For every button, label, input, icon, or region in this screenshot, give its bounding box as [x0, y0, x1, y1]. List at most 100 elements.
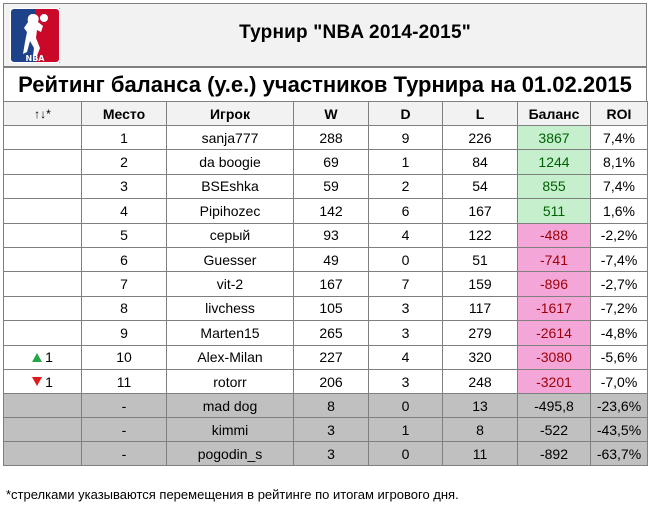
w-cell: 105 — [293, 295, 369, 322]
table-row-unranked: - kimmi 3 1 8 -522 -43,5% — [3, 417, 648, 443]
d-cell: 3 — [368, 295, 443, 322]
tournament-title: Турнир "NBA 2014-2015" — [239, 22, 471, 43]
balance-value: -1617 — [536, 300, 572, 317]
balance-cell: 1244 — [517, 149, 591, 175]
w-cell: 167 — [293, 271, 369, 297]
d-cell: 1 — [368, 149, 443, 175]
place-cell: 3 — [81, 173, 167, 200]
d-cell: 3 — [368, 368, 443, 395]
l-cell: 11 — [442, 441, 518, 467]
roi-cell: -2,2% — [590, 222, 648, 248]
col-d: D — [368, 101, 443, 126]
l-cell: 84 — [442, 149, 518, 175]
place-cell: 8 — [81, 295, 167, 322]
player-cell: Pipihozec — [166, 198, 294, 224]
roi-cell: -7,4% — [590, 246, 648, 273]
l-cell: 159 — [442, 271, 518, 297]
col-roi: ROI — [590, 101, 648, 126]
player-cell: BSEshka — [166, 173, 294, 200]
l-cell: 122 — [442, 222, 518, 248]
arrow-up-icon — [32, 352, 43, 362]
move-cell — [3, 198, 82, 224]
roi-cell: -63,7% — [590, 441, 648, 467]
balance-cell: -892 — [517, 441, 591, 467]
table-row: 3 BSEshka 59 2 54 855 7,4% — [3, 173, 648, 200]
footnote: *стрелками указываются перемещения в рей… — [6, 487, 459, 502]
roi-cell: -7,2% — [590, 295, 648, 322]
table-header-row: ↑↓* Место Игрок W D L Баланс ROI — [3, 101, 648, 126]
place-cell: 6 — [81, 246, 167, 273]
col-player: Игрок — [166, 101, 294, 126]
player-cell: sanja777 — [166, 124, 294, 151]
table-row: 9 Marten15 265 3 279 -2614 -4,8% — [3, 320, 648, 346]
w-cell: 265 — [293, 320, 369, 346]
roi-cell: 1,6% — [590, 198, 648, 224]
balance-value: 511 — [542, 202, 566, 219]
balance-cell: 3867 — [517, 124, 591, 151]
roi-cell: -7,0% — [590, 368, 648, 395]
place-cell: 9 — [81, 320, 167, 346]
player-cell: livchess — [166, 295, 294, 322]
balance-value: -896 — [539, 276, 569, 293]
rating-title: Рейтинг баланса (у.е.) участников Турнир… — [3, 66, 647, 103]
roi-cell: 7,4% — [590, 124, 648, 151]
player-cell: kimmi — [166, 417, 294, 443]
l-cell: 226 — [442, 124, 518, 151]
d-cell: 2 — [368, 173, 443, 200]
balance-value: 855 — [542, 178, 566, 195]
l-cell: 54 — [442, 173, 518, 200]
l-cell: 167 — [442, 198, 518, 224]
w-cell: 206 — [293, 368, 369, 395]
player-cell: vit-2 — [166, 271, 294, 297]
move-cell: 1 — [3, 344, 82, 370]
place-cell: 4 — [81, 198, 167, 224]
place-cell: 2 — [81, 149, 167, 175]
d-cell: 0 — [368, 246, 443, 273]
tournament-header: NBA Турнир "NBA 2014-2015" — [3, 3, 647, 66]
player-cell: Marten15 — [166, 320, 294, 346]
balance-cell: -495,8 — [517, 393, 591, 419]
place-cell: - — [81, 393, 167, 419]
move-cell — [3, 295, 82, 322]
col-place: Место — [81, 101, 167, 126]
col-balance: Баланс — [517, 101, 591, 126]
place-cell: 5 — [81, 222, 167, 248]
move-cell: 1 — [3, 368, 82, 395]
place-cell: 11 — [81, 368, 167, 395]
table-row: 4 Pipihozec 142 6 167 511 1,6% — [3, 198, 648, 224]
w-cell: 3 — [293, 441, 369, 467]
player-cell: серый — [166, 222, 294, 248]
l-cell: 51 — [442, 246, 518, 273]
player-cell: pogodin_s — [166, 441, 294, 467]
player-cell: Guesser — [166, 246, 294, 273]
balance-value: -2614 — [536, 324, 572, 341]
table-row: 1 11 rotorr 206 3 248 -3201 -7,0% — [3, 368, 648, 395]
balance-cell: -2614 — [517, 320, 591, 346]
w-cell: 69 — [293, 149, 369, 175]
balance-cell: -896 — [517, 271, 591, 297]
roi-cell: 8,1% — [590, 149, 648, 175]
player-cell: mad dog — [166, 393, 294, 419]
balance-cell: 855 — [517, 173, 591, 200]
rank-move: 1 — [32, 349, 53, 365]
arrow-down-icon — [32, 377, 43, 387]
table-row: 1 10 Alex-Milan 227 4 320 -3080 -5,6% — [3, 344, 648, 370]
l-cell: 248 — [442, 368, 518, 395]
balance-cell: -741 — [517, 246, 591, 273]
balance-value: 3867 — [538, 129, 570, 146]
d-cell: 0 — [368, 441, 443, 467]
col-moves: ↑↓* — [3, 101, 82, 126]
table-row: 1 sanja777 288 9 226 3867 7,4% — [3, 124, 648, 151]
nba-logo-icon: NBA — [10, 8, 60, 63]
l-cell: 279 — [442, 320, 518, 346]
move-cell — [3, 124, 82, 151]
d-cell: 7 — [368, 271, 443, 297]
rank-move-value: 1 — [45, 373, 53, 390]
w-cell: 227 — [293, 344, 369, 370]
table-row-unranked: - mad dog 8 0 13 -495,8 -23,6% — [3, 393, 648, 419]
roi-cell: -23,6% — [590, 393, 648, 419]
balance-cell: -3080 — [517, 344, 591, 370]
w-cell: 59 — [293, 173, 369, 200]
table-row: 2 da boogie 69 1 84 1244 8,1% — [3, 149, 648, 175]
